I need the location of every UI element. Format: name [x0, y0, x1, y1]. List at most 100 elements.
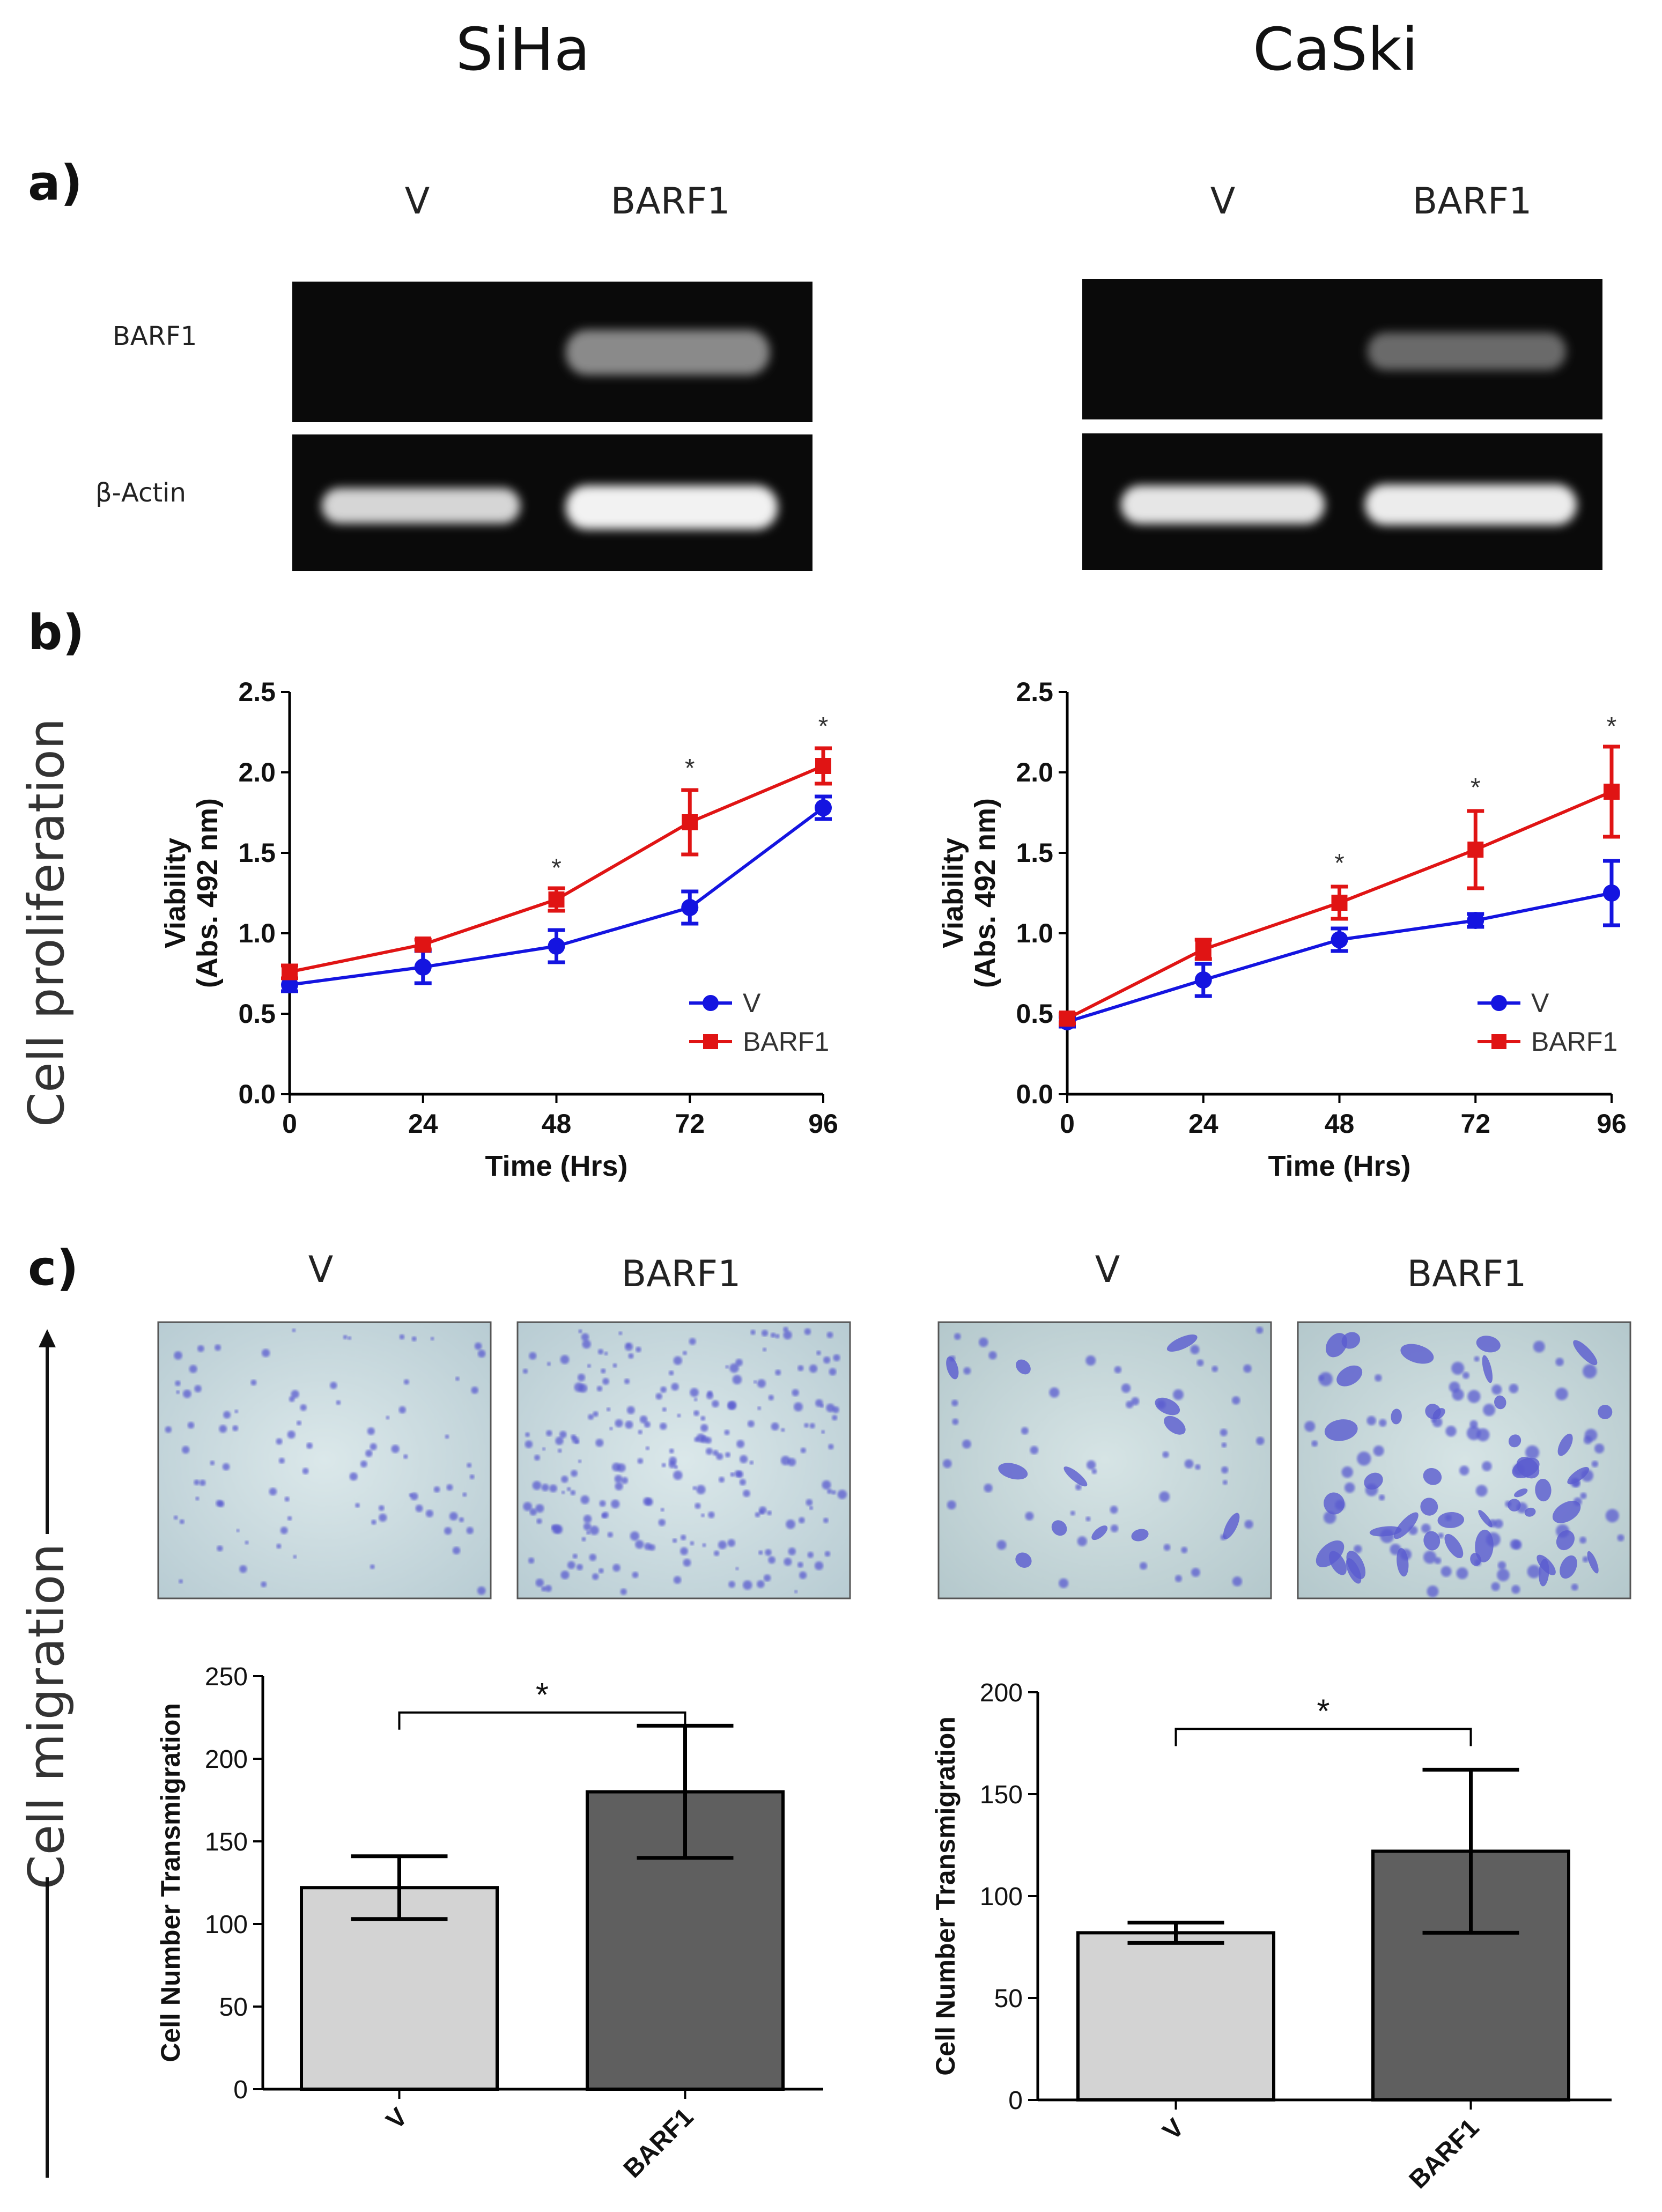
stained-cell	[727, 1402, 736, 1410]
stained-cell	[1617, 1534, 1624, 1542]
stained-cell	[409, 1493, 413, 1497]
gel-row-label-barf1: BARF1	[113, 321, 197, 351]
stained-cell	[1509, 1383, 1519, 1393]
x-tick-label: 48	[542, 1109, 572, 1139]
x-tick-label: 0	[282, 1109, 297, 1139]
stained-cell	[1110, 1506, 1118, 1514]
y-tick-label: 2.5	[238, 677, 276, 707]
point-barf1	[548, 891, 565, 908]
stained-cell	[1256, 1326, 1264, 1334]
stained-cell	[628, 1353, 634, 1359]
micrograph-siha-barf1	[516, 1321, 851, 1599]
stained-cell	[826, 1332, 833, 1338]
y-tick-label: 200	[205, 1745, 248, 1774]
stained-cell	[708, 1511, 715, 1518]
stained-cell-cluster	[1573, 1340, 1598, 1366]
stained-cell	[962, 1439, 971, 1449]
stained-cell	[696, 1485, 706, 1494]
x-axis-label: Time (Hrs)	[485, 1150, 627, 1182]
stained-cell	[302, 1468, 309, 1474]
gel-siha-actin-band-v	[322, 488, 520, 523]
stained-cell	[523, 1502, 532, 1511]
stained-cell	[300, 1404, 307, 1411]
stained-cell-cluster	[1164, 1415, 1186, 1435]
stained-cell	[199, 1479, 206, 1486]
stained-cell	[682, 1351, 687, 1355]
stained-cell	[609, 1427, 613, 1431]
stained-cell	[370, 1564, 375, 1569]
x-axis-label: Time (Hrs)	[1268, 1150, 1410, 1182]
stained-cell	[824, 1551, 831, 1557]
stained-cell	[1085, 1516, 1091, 1522]
stained-cell	[525, 1432, 530, 1437]
stained-cell	[768, 1556, 775, 1564]
stained-cell	[1366, 1415, 1376, 1426]
stained-cell	[581, 1537, 586, 1542]
stained-cell	[669, 1448, 674, 1454]
stained-cell	[1375, 1374, 1382, 1382]
stained-cell	[215, 1344, 221, 1351]
stained-cell	[814, 1561, 824, 1570]
y-axis-label: Cell Number Transmigration	[156, 1703, 186, 2062]
stained-cell	[562, 1491, 565, 1494]
stained-cell	[1181, 1546, 1188, 1553]
stained-cell	[176, 1390, 180, 1394]
stained-cell-cluster	[1091, 1525, 1108, 1540]
stained-cell	[1232, 1576, 1243, 1587]
stained-cell	[1591, 1461, 1599, 1468]
stained-cell	[477, 1586, 486, 1595]
stained-cell	[644, 1543, 652, 1550]
legend-label-barf1: BARF1	[743, 1027, 829, 1057]
stained-cell	[1131, 1397, 1140, 1406]
stained-cell	[788, 1547, 796, 1555]
stained-cell	[797, 1562, 803, 1568]
title-siha: SiHa	[456, 15, 590, 84]
stained-cell	[1222, 1480, 1228, 1485]
stained-cell-cluster	[1475, 1529, 1494, 1562]
stained-cell	[189, 1365, 197, 1373]
stained-cell	[1451, 1361, 1465, 1375]
panel-label-c: c)	[28, 1240, 78, 1296]
stained-cell	[570, 1490, 576, 1495]
stained-cell	[702, 1543, 706, 1547]
legend-marker	[703, 1034, 718, 1049]
stained-cell	[602, 1377, 609, 1385]
stained-cell	[655, 1393, 662, 1400]
stained-cell	[522, 1368, 528, 1374]
significance-star: *	[1607, 712, 1617, 741]
significance-star: *	[1334, 849, 1345, 878]
stained-cell	[1121, 1383, 1131, 1393]
x-tick-label-v: V	[381, 2103, 413, 2135]
stained-cell	[541, 1586, 546, 1591]
stained-cell	[445, 1434, 449, 1439]
stained-cell	[799, 1517, 805, 1524]
stained-cell	[690, 1388, 699, 1397]
stained-cell-cluster	[1336, 1365, 1363, 1387]
stained-cell-cluster	[1516, 1457, 1540, 1479]
stained-cell	[549, 1484, 557, 1493]
stained-cell	[740, 1455, 748, 1463]
stained-cell	[662, 1407, 667, 1412]
stained-cell	[807, 1552, 814, 1558]
stained-cell	[1357, 1451, 1371, 1466]
point-barf1	[282, 964, 298, 980]
stained-cell	[232, 1425, 239, 1432]
stained-cell	[635, 1540, 644, 1549]
stained-cell	[293, 1555, 297, 1559]
stained-cell	[415, 1505, 423, 1513]
point-v	[1331, 931, 1348, 948]
gel-caski-lane-v: V	[1210, 180, 1236, 223]
gel-siha-lane-v: V	[405, 180, 430, 223]
stained-cell	[576, 1564, 583, 1570]
stained-cell	[1114, 1366, 1122, 1374]
stained-cell	[1445, 1426, 1457, 1437]
y-tick-label: 100	[980, 1883, 1023, 1911]
y-axis-label: Cell Number Transmigration	[930, 1716, 961, 2076]
stained-cell	[695, 1502, 701, 1509]
y-tick-label: 50	[219, 1993, 248, 2022]
stained-cell	[592, 1573, 599, 1580]
stained-cell	[546, 1430, 552, 1436]
significance-star: *	[685, 754, 695, 783]
stained-cell	[821, 1430, 825, 1434]
x-tick-label: 48	[1325, 1109, 1355, 1139]
